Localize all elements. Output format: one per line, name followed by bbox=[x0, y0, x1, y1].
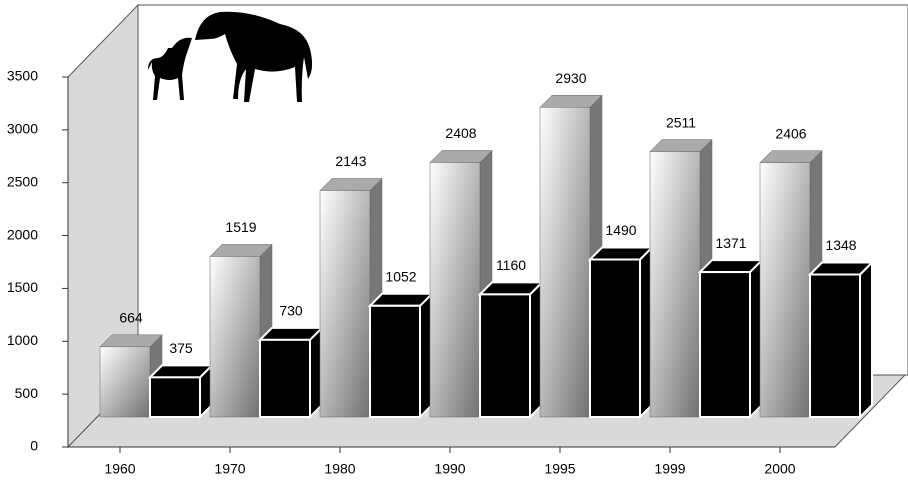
value-label: 1490 bbox=[605, 222, 636, 238]
value-label: 2406 bbox=[775, 125, 806, 141]
bar-front bbox=[649, 151, 701, 418]
bar bbox=[209, 243, 273, 418]
y-tick-label: 3500 bbox=[7, 68, 38, 84]
x-tick-label: 1999 bbox=[654, 461, 685, 477]
bar bbox=[319, 177, 383, 418]
bar-front bbox=[479, 293, 531, 418]
bar-front bbox=[99, 346, 151, 418]
bar bbox=[697, 257, 765, 420]
horse-icon bbox=[148, 11, 313, 102]
bar bbox=[147, 362, 215, 420]
bar-front bbox=[209, 256, 261, 418]
value-label: 2511 bbox=[666, 114, 696, 130]
bar bbox=[99, 334, 163, 418]
bar bbox=[807, 260, 875, 420]
value-label: 1371 bbox=[715, 235, 746, 251]
bar-front bbox=[429, 162, 481, 418]
value-label: 1052 bbox=[385, 268, 416, 284]
y-tick-label: 500 bbox=[15, 385, 39, 401]
bar-front bbox=[809, 273, 861, 418]
bar bbox=[477, 279, 545, 420]
bar bbox=[367, 291, 435, 420]
bar-front bbox=[149, 376, 201, 419]
x-tick-label: 1960 bbox=[104, 461, 135, 477]
bar-front bbox=[759, 162, 811, 418]
value-label: 1519 bbox=[225, 219, 256, 235]
y-tick-label: 3000 bbox=[7, 121, 38, 137]
bar-front bbox=[259, 338, 311, 419]
bar-top bbox=[477, 281, 545, 296]
x-tick-label: 1980 bbox=[324, 461, 355, 477]
value-label: 2143 bbox=[335, 153, 366, 169]
y-tick-label: 1000 bbox=[7, 332, 38, 348]
bar-front bbox=[589, 258, 641, 418]
y-tick-label: 0 bbox=[30, 438, 38, 454]
bar bbox=[587, 245, 655, 420]
x-tick-label: 1970 bbox=[214, 461, 245, 477]
y-tick-label: 2000 bbox=[7, 226, 38, 242]
y-tick-label: 2500 bbox=[7, 173, 38, 189]
bar-top bbox=[697, 259, 765, 274]
bar-front bbox=[699, 271, 751, 418]
bar-front bbox=[319, 190, 371, 418]
bar-front bbox=[539, 107, 591, 418]
y-tick-label: 1500 bbox=[7, 279, 38, 295]
bar bbox=[429, 149, 493, 418]
bar-top bbox=[807, 261, 875, 276]
bar-top bbox=[587, 246, 655, 261]
bar-front bbox=[369, 304, 421, 418]
value-label: 2930 bbox=[555, 70, 586, 86]
value-label: 375 bbox=[169, 340, 193, 356]
bar-side bbox=[859, 260, 873, 420]
bar-top bbox=[257, 326, 325, 341]
bar-top bbox=[367, 292, 435, 307]
x-tick-label: 1995 bbox=[544, 461, 575, 477]
x-tick-label: 1990 bbox=[434, 461, 465, 477]
x-tick-label: 2000 bbox=[764, 461, 795, 477]
bar-top bbox=[147, 364, 215, 379]
value-label: 664 bbox=[119, 310, 143, 326]
bar bbox=[257, 325, 325, 420]
value-label: 2408 bbox=[445, 125, 476, 141]
value-label: 730 bbox=[279, 303, 303, 319]
value-label: 1348 bbox=[825, 237, 856, 253]
value-label: 1160 bbox=[496, 257, 526, 273]
